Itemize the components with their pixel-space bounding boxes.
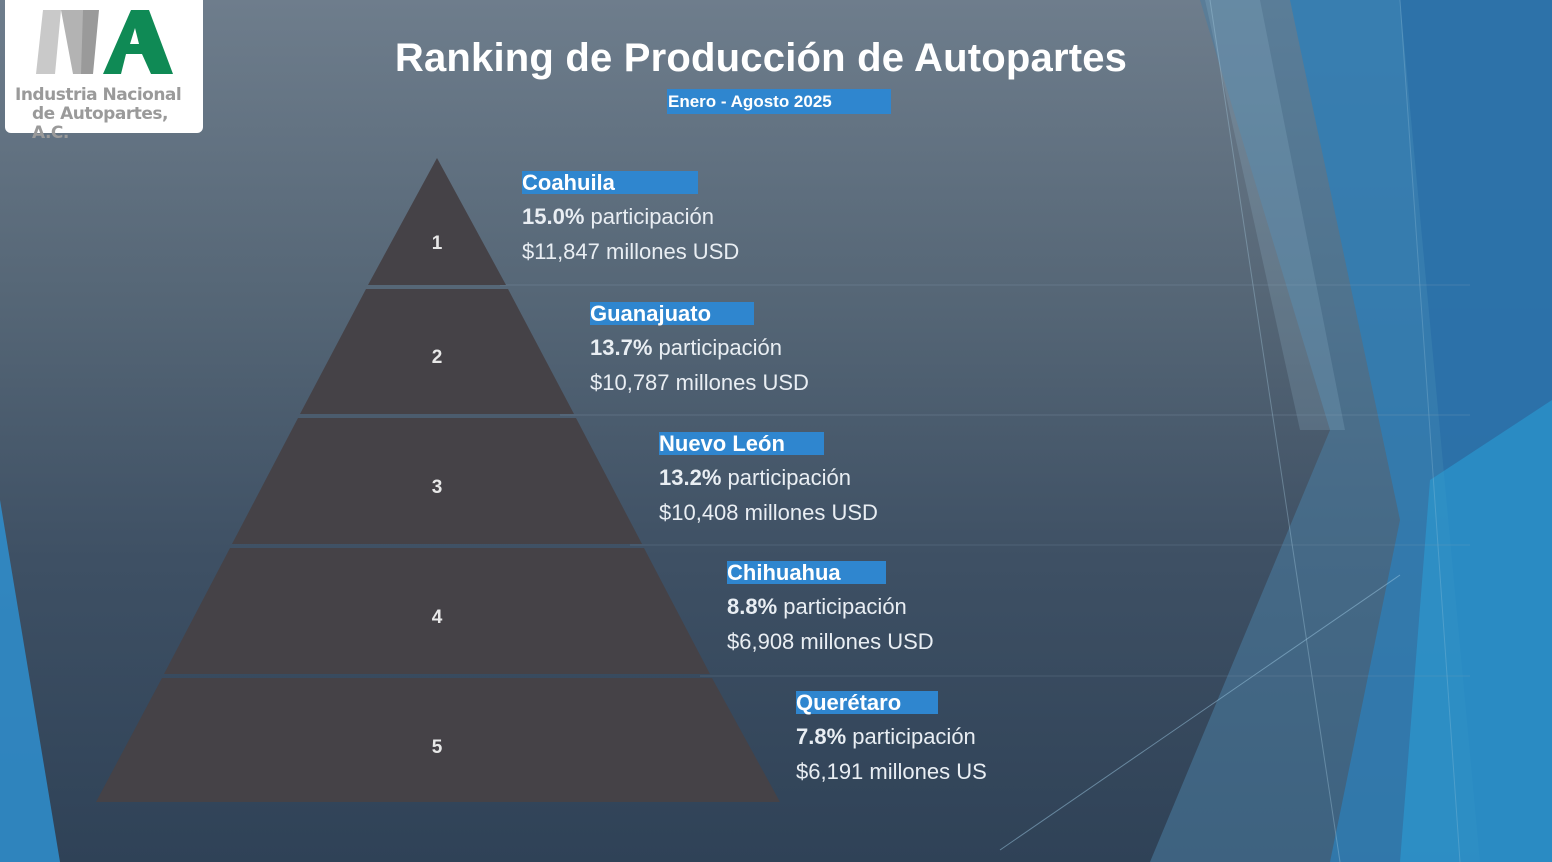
share-value: 7.8% [796, 724, 847, 749]
rank-entry-3: Nuevo León 13.2% participación $10,408 m… [659, 432, 878, 526]
rank-entry-5: Querétaro 7.8% participación $6,191 mill… [796, 691, 987, 785]
rank-number-1: 1 [431, 233, 443, 254]
share-label: participación [590, 204, 715, 229]
share-label: participación [783, 594, 907, 619]
share-label: participación [852, 724, 976, 749]
period-subtitle: Enero - Agosto 2025 [667, 89, 891, 114]
share-label: participación [658, 335, 783, 360]
pyramid-step-5 [96, 678, 780, 802]
rank-number-5: 5 [431, 737, 443, 758]
ina-logo-mark-icon [36, 10, 173, 74]
rank-entry-2: Guanajuato 13.7% participación $10,787 m… [590, 302, 809, 396]
share-line: 15.0% participación [522, 204, 739, 230]
rank-entry-4: Chihuahua 8.8% participación $6,908 mill… [727, 561, 934, 655]
share-value: 13.7% [590, 335, 653, 360]
share-line: 7.8% participación [796, 724, 987, 750]
share-line: 13.2% participación [659, 465, 878, 491]
production-value: $6,191 millones US [796, 759, 987, 784]
production-value: $6,908 millones USD [727, 629, 934, 654]
logo-line-2: de Autopartes, A.C. [32, 104, 168, 143]
state-name: Nuevo León [659, 432, 824, 455]
pyramid-step-3 [232, 418, 642, 544]
rank-number-2: 2 [431, 347, 443, 368]
share-label: participación [727, 465, 852, 490]
ina-logo-text: Industria Nacional de Autopartes, A.C. [15, 86, 200, 143]
state-name: Guanajuato [590, 302, 754, 325]
share-line: 13.7% participación [590, 335, 809, 361]
page-title: Ranking de Producción de Autopartes [394, 36, 1128, 80]
state-name: Coahuila [522, 171, 698, 194]
share-value: 13.2% [659, 465, 722, 490]
production-value: $10,408 millones USD [659, 500, 878, 525]
production-value: $10,787 millones USD [590, 370, 809, 395]
rank-number-3: 3 [431, 477, 443, 498]
pyramid-step-1 [368, 158, 506, 285]
logo-line-1: Industria Nacional [15, 85, 182, 105]
pyramid-step-2 [300, 289, 574, 414]
share-line: 8.8% participación [727, 594, 934, 620]
state-name: Chihuahua [727, 561, 886, 584]
production-value: $11,847 millones USD [522, 239, 740, 264]
rank-entry-1: Coahuila 15.0% participación $11,847 mil… [522, 171, 739, 265]
ina-logo: Industria Nacional de Autopartes, A.C. [5, 0, 203, 143]
state-name: Querétaro [796, 691, 938, 714]
share-value: 8.8% [727, 594, 778, 619]
pyramid-step-4 [164, 548, 710, 674]
share-value: 15.0% [522, 204, 585, 229]
rank-number-4: 4 [431, 607, 443, 628]
